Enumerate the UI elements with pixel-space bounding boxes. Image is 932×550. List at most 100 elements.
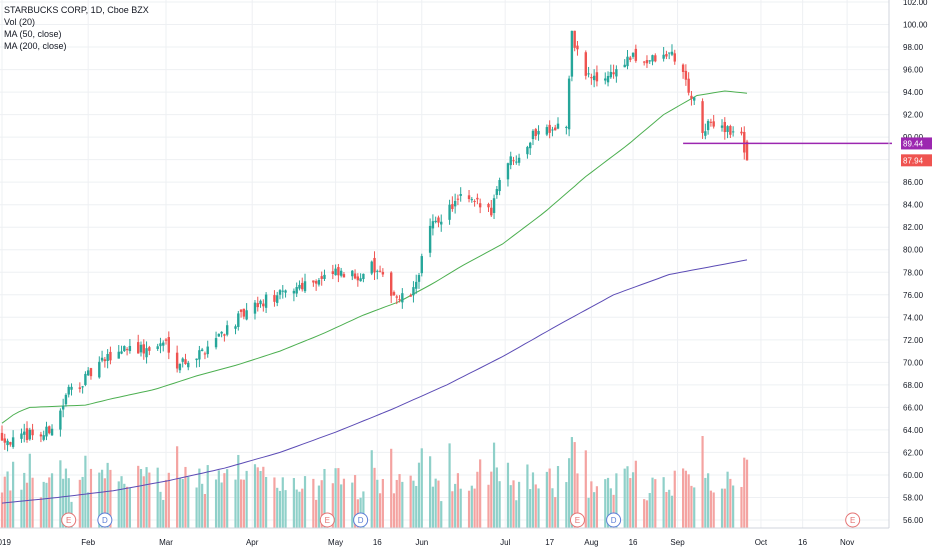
volume-bar — [565, 482, 568, 528]
volume-bar — [548, 468, 551, 528]
candle-body — [567, 78, 571, 130]
volume-bar — [39, 497, 43, 528]
candle-body — [551, 129, 554, 131]
candle-body — [303, 281, 307, 292]
candle-body — [584, 52, 587, 76]
x-axis-tick-label: 16 — [373, 538, 382, 547]
volume-bar — [487, 484, 490, 528]
candle — [11, 430, 15, 449]
candle — [492, 194, 496, 220]
candle — [470, 197, 474, 203]
volume-bar — [454, 483, 457, 528]
x-axis-tick-label: 17 — [545, 538, 554, 547]
candle-body — [545, 127, 549, 135]
legend-title: STARBUCKS CORP, 1D, Cboe BZX — [4, 5, 149, 15]
y-axis-tick-label: 102.00 — [903, 0, 928, 7]
candle — [239, 309, 243, 318]
candle-body — [642, 61, 646, 63]
earnings-marker[interactable]: E — [319, 512, 335, 528]
candle — [606, 71, 610, 87]
volume-bar — [106, 462, 109, 528]
candle-body — [78, 387, 82, 389]
candle — [84, 371, 87, 387]
volume-bar — [534, 484, 537, 528]
candle-body — [415, 281, 418, 289]
candle — [314, 279, 318, 291]
candle — [587, 66, 590, 78]
candle-body — [317, 279, 321, 285]
volume-bar — [648, 493, 651, 528]
candle-body — [253, 302, 257, 314]
candle — [253, 300, 257, 320]
candle — [103, 356, 107, 368]
candle-body — [529, 142, 532, 149]
volume-bar — [303, 476, 307, 528]
dividend-marker[interactable]: D — [353, 512, 369, 528]
candle-body — [731, 131, 735, 133]
candle-body — [298, 284, 301, 289]
candle — [415, 274, 418, 294]
candle-body — [370, 261, 373, 274]
candle — [178, 363, 182, 374]
candle-body — [434, 220, 437, 223]
volume-bar — [184, 466, 187, 528]
earnings-marker[interactable]: E — [61, 512, 77, 528]
x-axis-tick-label: 16 — [629, 538, 638, 547]
candle-body — [61, 405, 65, 410]
legend-ma200: MA (200, close) — [4, 41, 67, 51]
candle-body — [729, 125, 732, 135]
volume-bar — [440, 501, 443, 528]
candle — [184, 353, 187, 365]
candle-body — [662, 54, 665, 59]
candle-body — [634, 48, 638, 61]
volume-bar — [198, 468, 201, 528]
candle — [740, 127, 743, 136]
earnings-marker[interactable]: E — [845, 512, 861, 528]
candle-body — [459, 194, 462, 196]
candle — [378, 265, 382, 273]
earnings-marker[interactable]: E — [569, 512, 585, 528]
candle-body — [362, 273, 365, 280]
candle — [181, 357, 184, 368]
candle — [278, 289, 282, 300]
x-axis-tick-label: Apr — [246, 538, 259, 547]
candle — [42, 430, 45, 442]
dividend-marker[interactable]: D — [97, 512, 113, 528]
candle-body — [139, 344, 143, 353]
candle — [687, 72, 690, 96]
volume-bar — [89, 468, 93, 528]
volume-bar — [98, 472, 101, 528]
candle-body — [50, 428, 54, 436]
volume-bar — [437, 480, 440, 528]
candle-body — [314, 281, 318, 284]
y-axis-tick-label: 92.00 — [903, 111, 924, 120]
volume-bar — [743, 457, 746, 528]
candle — [490, 200, 493, 217]
volume-bar — [187, 476, 190, 528]
dividend-marker[interactable]: D — [606, 512, 622, 528]
candle-body — [117, 351, 120, 359]
candle-body — [373, 257, 376, 273]
y-axis-tick-label: 82.00 — [903, 223, 924, 232]
candle-body — [145, 348, 148, 358]
candle-body — [654, 55, 657, 62]
x-axis-tick-label: Feb — [81, 538, 95, 547]
candle — [89, 367, 93, 380]
candle-body — [339, 270, 343, 276]
y-axis-tick-label: 56.00 — [903, 516, 924, 525]
hline-price-label-text: 89.44 — [903, 139, 924, 148]
candle-body — [417, 275, 421, 282]
volume-bar — [28, 453, 31, 528]
candle-body — [123, 346, 126, 352]
candle — [612, 64, 615, 79]
candle — [534, 127, 537, 140]
volume-bar — [253, 464, 257, 528]
y-axis-tick-label: 60.00 — [903, 471, 924, 480]
volume-bar — [626, 466, 629, 528]
volume-bar — [281, 477, 284, 528]
volume-bar — [615, 473, 618, 528]
volume-bar — [370, 450, 373, 528]
candle — [431, 214, 435, 236]
volume-bars — [0, 436, 749, 528]
